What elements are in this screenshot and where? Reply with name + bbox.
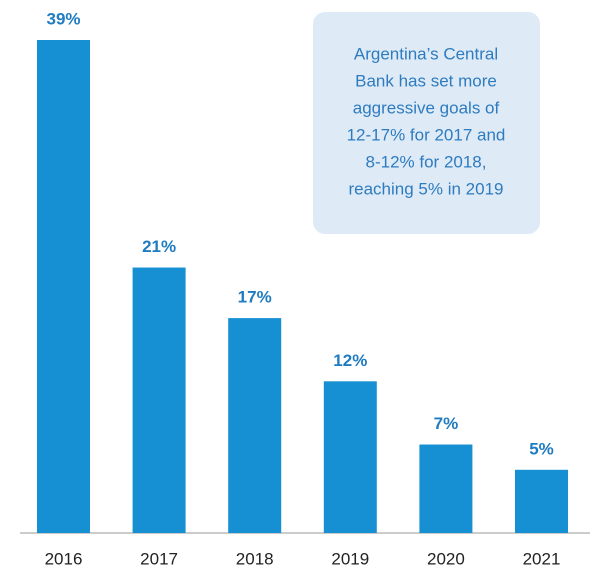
annotation-line: reaching 5% in 2019 [348,179,503,198]
x-tick-label: 2019 [331,549,369,568]
bar [132,267,186,533]
x-tick-label: 2017 [140,549,178,568]
value-label: 7% [434,414,459,433]
value-label: 12% [333,351,367,370]
value-label: 17% [238,288,272,307]
annotation-line: Bank has set more [355,71,497,90]
annotation-line: 8-12% for 2018, [366,152,487,171]
value-label: 5% [529,439,554,458]
x-tick-label: 2021 [523,549,561,568]
value-label: 21% [142,237,176,256]
annotation-box [313,12,540,234]
bar [515,469,568,533]
x-tick-label: 2020 [427,549,465,568]
annotation-line: Argentina’s Central [354,44,498,63]
annotation-line: aggressive goals of [353,98,500,117]
bar [323,381,377,533]
bar [37,40,90,533]
x-tick-label: 2018 [236,549,274,568]
bar [419,444,473,533]
bar [228,318,282,533]
annotation-line: 12-17% for 2017 and [347,125,506,144]
x-tick-label: 2016 [45,549,83,568]
value-label: 39% [46,9,80,28]
